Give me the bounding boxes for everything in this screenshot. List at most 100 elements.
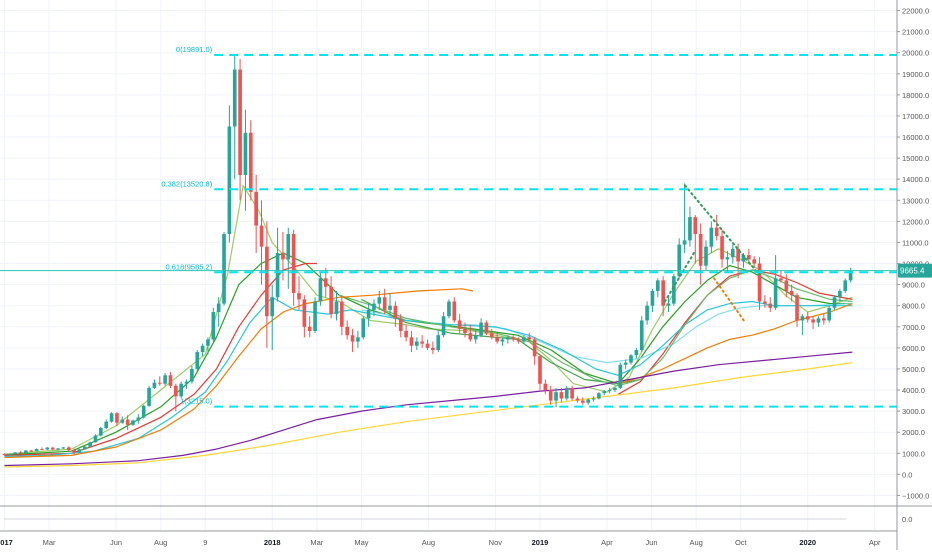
- candle-body: [168, 375, 173, 386]
- candle-body: [677, 244, 682, 277]
- candle-body: [763, 301, 767, 304]
- candle-body: [463, 328, 467, 334]
- candle-body: [200, 345, 205, 353]
- lower-pane-tick-label: 0.0: [902, 515, 912, 524]
- candle-body: [495, 337, 499, 342]
- moving-average-line: [4, 296, 853, 458]
- candle-body: [393, 305, 398, 319]
- candle-body: [259, 225, 264, 247]
- candle-body: [730, 248, 735, 258]
- candle-body: [613, 387, 617, 391]
- trendline: [663, 252, 695, 303]
- candle-body: [431, 347, 435, 350]
- candle-body: [366, 309, 371, 319]
- candle-body: [452, 301, 457, 321]
- candle-body: [329, 286, 333, 315]
- candle-body: [709, 227, 714, 247]
- price-tick-label: 21000.0: [902, 28, 929, 37]
- candle-body: [232, 69, 237, 127]
- candle-body: [682, 240, 687, 245]
- candle-body: [586, 399, 591, 403]
- candle-body: [56, 448, 60, 450]
- fibonacci-levels: 0(19891.0) 0.382(13520.8) 0.618(9585.2) 1(3…: [0, 45, 897, 408]
- candle-body: [441, 316, 446, 336]
- candle-body: [516, 339, 521, 342]
- fib-level-label: 0(19891.0): [176, 45, 213, 54]
- candle-body: [554, 392, 558, 401]
- candle-body: [174, 385, 178, 397]
- candle-body: [420, 341, 424, 344]
- candle-body: [248, 132, 253, 192]
- time-tick-label: Mar: [310, 538, 323, 547]
- candle-body: [163, 375, 167, 384]
- price-tick-label: 22000.0: [902, 7, 929, 16]
- moving-average-line: [4, 351, 853, 467]
- candle-body: [2, 454, 7, 456]
- candle-body: [618, 364, 623, 388]
- price-tick-label: 11000.0: [902, 238, 929, 247]
- candle-body: [747, 255, 751, 260]
- moving-average-line: [4, 252, 853, 456]
- moving-average-line: [4, 362, 853, 468]
- time-tick-label: Jun: [646, 538, 658, 547]
- price-badge-group: 9665.4: [898, 263, 932, 278]
- candle-body: [602, 391, 607, 394]
- candle-body: [254, 191, 258, 226]
- candle-body: [639, 320, 644, 350]
- candle-body: [211, 312, 216, 340]
- candle-body: [227, 126, 232, 235]
- candle-body: [190, 368, 194, 382]
- time-tick-label: Aug: [154, 538, 167, 547]
- price-tick-label: 3000.0: [902, 407, 925, 416]
- fib-level-label: 1(3215.0): [180, 397, 213, 406]
- candle-body: [24, 450, 28, 454]
- candle-body: [120, 419, 125, 423]
- candle-body: [45, 447, 50, 450]
- candle-body: [698, 234, 703, 266]
- candle-body: [77, 449, 82, 453]
- candle-body: [489, 333, 494, 338]
- candle-body: [297, 293, 301, 300]
- price-tick-label: 7000.0: [902, 323, 925, 332]
- candle-body: [768, 303, 773, 308]
- candle-body: [18, 452, 23, 454]
- price-tick-label: 14000.0: [902, 175, 929, 184]
- candle-body: [784, 280, 789, 291]
- candle-body: [93, 435, 98, 443]
- candle-body: [827, 307, 831, 321]
- candle-body: [800, 316, 805, 321]
- candle-body: [447, 301, 451, 317]
- time-tick-label: Aug: [689, 538, 702, 547]
- time-tick-label: Jun: [110, 538, 122, 547]
- candle-body: [479, 322, 483, 336]
- candle-body: [281, 253, 285, 260]
- candle-body: [184, 381, 189, 384]
- candle-body: [666, 303, 671, 306]
- price-tick-label: 18000.0: [902, 91, 929, 100]
- last-price-label: 9665.4: [900, 267, 925, 276]
- price-tick-label: 8000.0: [902, 302, 925, 311]
- candle-body: [109, 413, 114, 422]
- candle-body: [147, 387, 151, 406]
- time-tick-label: May: [354, 538, 368, 547]
- candle-body: [816, 318, 821, 323]
- candle-body: [623, 362, 628, 365]
- candle-body: [206, 339, 210, 346]
- candle-body: [436, 335, 441, 350]
- candle-body: [548, 390, 553, 401]
- candle-body: [704, 246, 708, 266]
- price-tick-label: 1000.0: [902, 449, 925, 458]
- candle-body: [345, 326, 350, 336]
- moving-average-line: [4, 184, 853, 455]
- candle-body: [789, 290, 794, 296]
- moving-average-line: [617, 269, 853, 395]
- candle-body: [307, 326, 312, 332]
- candle-body: [238, 69, 242, 175]
- moving-average-line: [4, 288, 474, 459]
- candle-body: [313, 301, 317, 332]
- candle-body: [157, 382, 162, 384]
- candle-body: [527, 337, 532, 340]
- time-tick-label: 2017: [0, 538, 13, 547]
- candle-body: [323, 278, 328, 287]
